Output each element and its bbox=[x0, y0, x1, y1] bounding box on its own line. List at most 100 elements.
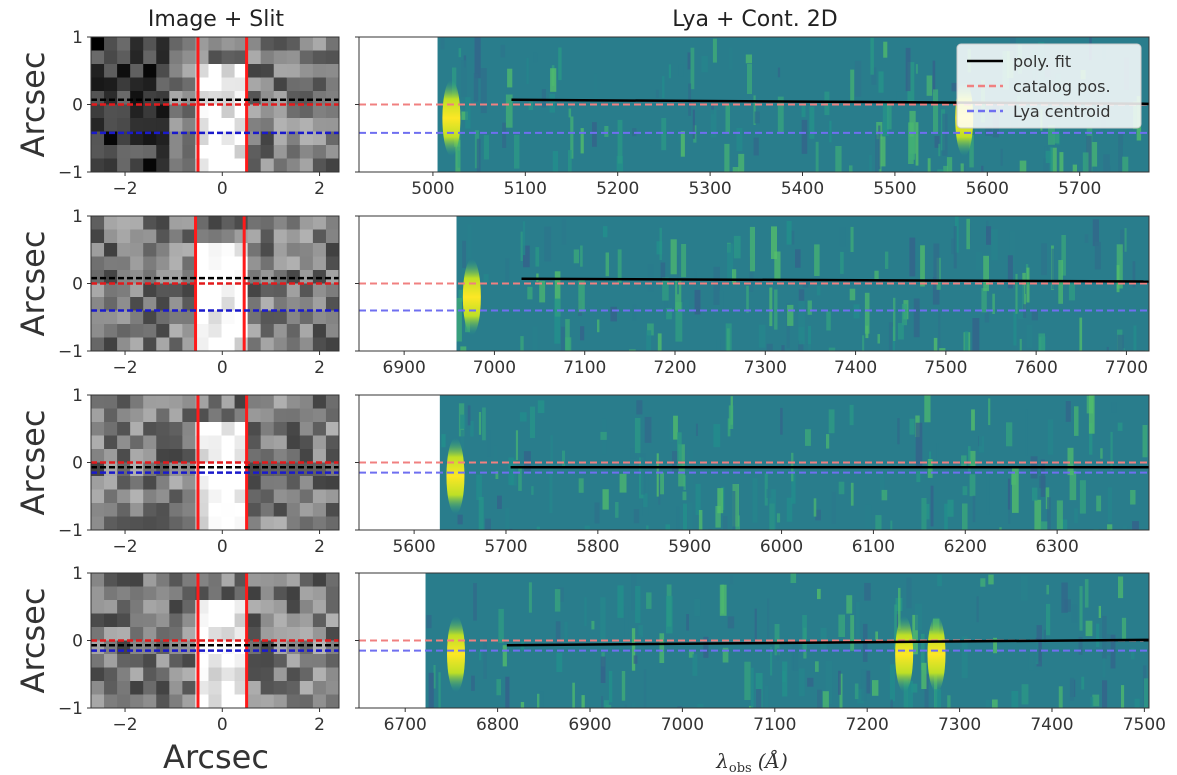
spectrum-streak bbox=[727, 243, 734, 281]
spectrum-streak bbox=[1074, 406, 1079, 436]
spectrum-streak bbox=[764, 473, 768, 506]
image-pixel bbox=[325, 613, 340, 628]
image-pixel bbox=[91, 395, 105, 409]
spectrum-streak bbox=[885, 251, 889, 269]
image-pixel bbox=[221, 476, 236, 490]
image-pixel bbox=[195, 337, 209, 352]
image-pixel bbox=[143, 118, 157, 132]
image-pixel bbox=[208, 310, 223, 325]
image-pixel bbox=[182, 654, 196, 668]
spectrum-streak bbox=[554, 298, 561, 344]
image-pixel bbox=[299, 694, 314, 709]
image-pixel bbox=[156, 50, 170, 65]
spectrum-streak bbox=[786, 497, 793, 522]
spectrum-streak bbox=[915, 603, 922, 631]
xtick-label: 5200 bbox=[596, 179, 639, 199]
image-pixel bbox=[182, 37, 196, 51]
ytick-label: −1 bbox=[58, 699, 83, 719]
spectrum-streak bbox=[850, 69, 855, 101]
image-pixel bbox=[104, 667, 118, 682]
spectrum-streak bbox=[896, 614, 900, 628]
image-pixel bbox=[286, 449, 301, 463]
image-pixel bbox=[182, 516, 196, 531]
spectrum-streak bbox=[776, 513, 781, 523]
spectrum-streak bbox=[467, 405, 471, 426]
image-pixel bbox=[130, 681, 144, 695]
image-pixel bbox=[273, 131, 288, 146]
image-pixel bbox=[299, 158, 314, 173]
image-pixel bbox=[169, 37, 183, 51]
image-pixel bbox=[104, 503, 118, 517]
spectrum-streak bbox=[529, 406, 536, 439]
spectrum-streak bbox=[790, 573, 797, 583]
spectrum-streak bbox=[568, 150, 572, 172]
image-pixel bbox=[299, 91, 314, 105]
spectrum-streak bbox=[719, 290, 724, 312]
spectrum-streak bbox=[580, 326, 585, 341]
spectrum-streak bbox=[722, 647, 729, 663]
image-pixel bbox=[182, 422, 196, 436]
image-pixel bbox=[104, 131, 118, 146]
spectrum-streak bbox=[985, 126, 992, 136]
spectrum-streak bbox=[791, 646, 795, 671]
spectrum-streak bbox=[1060, 519, 1068, 530]
xtick-label: 5600 bbox=[966, 179, 1009, 199]
spectrum-streak bbox=[854, 683, 859, 700]
spectrum-streak bbox=[604, 126, 609, 137]
xtick-label: 5500 bbox=[873, 179, 916, 199]
spectrum-streak bbox=[717, 488, 724, 514]
image-pixel bbox=[143, 50, 157, 65]
image-pixel bbox=[156, 573, 170, 587]
image-pixel bbox=[91, 270, 105, 284]
spectrum-streak bbox=[1019, 160, 1027, 172]
image-pixel bbox=[169, 613, 183, 628]
image-pixel bbox=[117, 503, 131, 517]
image-pixel bbox=[260, 118, 275, 132]
spectrum-streak bbox=[865, 504, 872, 530]
spectrum-streak bbox=[624, 704, 627, 708]
image-pixel bbox=[208, 395, 223, 409]
spectrum-streak bbox=[865, 670, 871, 694]
xtick-label: 7000 bbox=[473, 358, 516, 378]
image-pixel bbox=[91, 77, 105, 92]
xtick-label: 5000 bbox=[411, 179, 454, 199]
xtick-label: −2 bbox=[113, 715, 138, 735]
spectrum-streak bbox=[1011, 691, 1019, 708]
image-pixel bbox=[260, 243, 275, 257]
image-pixel bbox=[273, 104, 288, 119]
spectrum-streak bbox=[972, 495, 976, 523]
spectrum-streak bbox=[1035, 640, 1039, 665]
image-pixel bbox=[169, 158, 183, 173]
spectrum-streak bbox=[676, 506, 680, 530]
image-pixel bbox=[312, 627, 327, 641]
spectrum-streak bbox=[565, 337, 572, 351]
spectrum-streak bbox=[747, 64, 752, 94]
image-pixel bbox=[260, 297, 275, 311]
image-pixel bbox=[273, 37, 288, 51]
image-pixel bbox=[247, 131, 262, 146]
image-pixel bbox=[156, 91, 170, 105]
spectrum-streak bbox=[754, 608, 757, 643]
spectrum-streak bbox=[1079, 480, 1086, 514]
image-pixel bbox=[260, 256, 275, 271]
image-pixel bbox=[273, 77, 288, 92]
spectrum-streak bbox=[1009, 231, 1015, 272]
xtick-label: 7000 bbox=[661, 715, 704, 735]
image-pixel bbox=[286, 600, 301, 614]
image-pixel bbox=[221, 158, 236, 173]
spectrum-streak bbox=[854, 60, 862, 97]
image-pixel bbox=[325, 600, 340, 614]
spectrum-streak bbox=[985, 699, 990, 708]
image-pixel bbox=[104, 310, 118, 325]
image-pixel bbox=[286, 503, 301, 517]
image-pixel bbox=[299, 600, 314, 614]
spectrum-streak bbox=[602, 489, 609, 510]
spectrum-streak bbox=[1028, 652, 1034, 671]
spectrum-streak bbox=[683, 299, 690, 311]
image-pixel bbox=[221, 627, 236, 641]
image-pixel bbox=[156, 613, 170, 628]
spectrum-streak bbox=[736, 128, 743, 152]
spectrum-streak bbox=[661, 118, 667, 151]
image-pixel bbox=[143, 256, 157, 271]
spectrum-streak bbox=[1118, 133, 1124, 172]
